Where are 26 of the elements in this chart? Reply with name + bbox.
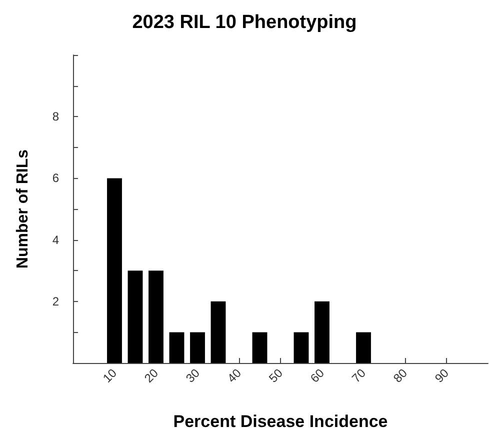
x-tick-label: 40 [224,366,244,386]
y-axis-title: Number of RILs [14,149,32,269]
y-tick-label: 8 [52,110,60,124]
bar [210,301,226,363]
y-tick-label: 6 [52,171,60,186]
x-tick-label: 50 [266,366,286,386]
x-tick-label: 20 [142,366,162,386]
bar [314,301,330,363]
bar [169,332,184,363]
bar [148,270,164,363]
x-axis-title: Percent Disease Incidence [173,412,388,431]
chart-title: 2023 RIL 10 Phenotyping [132,12,357,33]
bar [356,332,371,363]
x-tick-label: 70 [349,366,369,386]
x-tick-label: 90 [432,366,452,386]
bar [294,332,309,363]
x-tick-label: 80 [390,366,410,386]
y-tick-label: 4 [52,232,60,247]
x-tick-label: 30 [183,366,203,386]
bar [252,332,268,363]
x-tick-label: 10 [100,366,120,386]
x-tick-label: 60 [308,366,328,386]
bar [107,178,122,363]
bar [190,332,205,363]
bar [128,270,143,363]
y-tick-label: 2 [52,294,60,308]
